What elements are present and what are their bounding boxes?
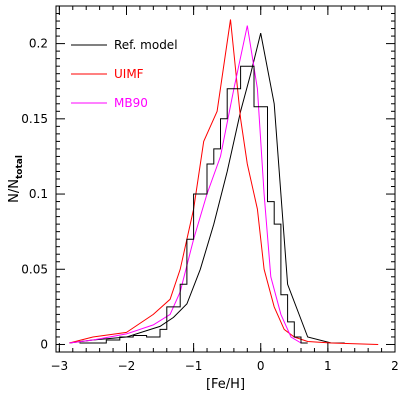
x-tick-label: 0 <box>257 359 265 373</box>
legend-label: Ref. model <box>114 38 178 52</box>
y-tick-label: 0.1 <box>29 187 48 201</box>
observed-histogram-line <box>79 65 308 344</box>
y-axis-label: N/Ntotal <box>7 155 25 203</box>
x-tick-label: 2 <box>391 359 399 373</box>
axis-ticks: −3 −2 −1 0 1 2 0 0.05 0.1 0.15 0.2 <box>21 6 399 373</box>
y-tick-label: 0.15 <box>21 112 48 126</box>
series-line-1 <box>69 19 379 345</box>
series-line-0 <box>69 32 345 344</box>
plot-lines <box>69 19 379 345</box>
x-tick-label: 1 <box>324 359 332 373</box>
y-axis-label-main: N/N <box>7 179 22 203</box>
y-tick-label: 0 <box>40 337 48 351</box>
legend: Ref. model UIMF MB90 <box>71 38 178 110</box>
y-tick-label: 0.2 <box>29 37 48 51</box>
x-tick-label: −3 <box>51 359 69 373</box>
legend-label: UIMF <box>114 67 144 81</box>
y-axis-label-sub: total <box>15 155 25 179</box>
y-tick-label: 0.05 <box>21 262 48 276</box>
x-tick-label: −2 <box>118 359 136 373</box>
x-tick-label: −1 <box>185 359 203 373</box>
legend-label: MB90 <box>114 96 148 110</box>
x-axis-label: [Fe/H] <box>206 377 245 392</box>
series-line-2 <box>69 25 302 344</box>
